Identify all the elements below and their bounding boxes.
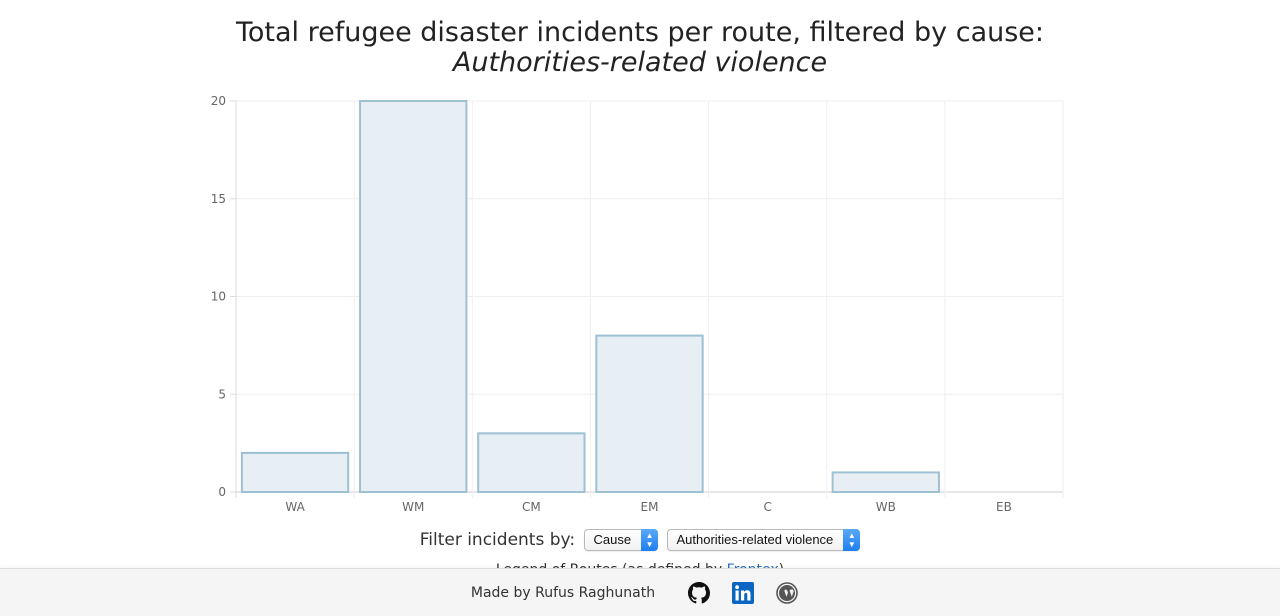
footer-credit: Made by Rufus Raghunath	[470, 584, 656, 601]
bar-wa	[240, 451, 350, 493]
footer: Made by Rufus Raghunath	[0, 568, 1280, 616]
select-arrows-icon: ▲ ▼	[843, 529, 861, 551]
y-tick-label: 15	[211, 192, 226, 206]
x-tick-label: WM	[402, 500, 424, 514]
bar-chart: 0 5 10 15 20 WA WM CM EM C WB EB	[211, 94, 1064, 514]
select-arrows-icon: ▲ ▼	[641, 529, 659, 551]
bar-em	[595, 334, 704, 493]
y-tick-label: 20	[211, 94, 226, 108]
x-tick-label: WA	[285, 500, 305, 514]
x-tick-label: EB	[996, 500, 1012, 514]
bar-cm	[477, 432, 586, 494]
filter-bar: Filter incidents by: Cause ▲ ▼ Authoritie…	[0, 529, 1280, 551]
bar-wm	[359, 100, 468, 493]
chart-title-main: Total refugee disaster incidents per rou…	[235, 17, 1045, 48]
wordpress-icon[interactable]	[776, 581, 798, 604]
linkedin-icon[interactable]	[732, 581, 755, 604]
filter-value-select[interactable]: Authorities-related violence ▲ ▼	[667, 529, 861, 551]
filter-type-select[interactable]: Cause ▲ ▼	[584, 529, 659, 551]
chart-subtitle: Authorities-related violence	[452, 47, 828, 78]
github-icon[interactable]	[688, 581, 711, 604]
y-tick-label: 10	[211, 290, 226, 304]
x-tick-label: C	[763, 500, 771, 514]
y-tick-label: 0	[218, 485, 226, 499]
y-tick-label: 5	[218, 387, 226, 401]
filter-label: Filter incidents by:	[419, 530, 576, 550]
bar-wb	[831, 471, 940, 494]
x-tick-label: CM	[522, 500, 541, 514]
x-tick-label: WB	[876, 500, 896, 514]
filter-type-value: Cause	[593, 532, 632, 547]
filter-value-value: Authorities-related violence	[676, 532, 834, 547]
chart-title: Total refugee disaster incidents per rou…	[0, 18, 1280, 78]
x-tick-label: EM	[641, 500, 659, 514]
